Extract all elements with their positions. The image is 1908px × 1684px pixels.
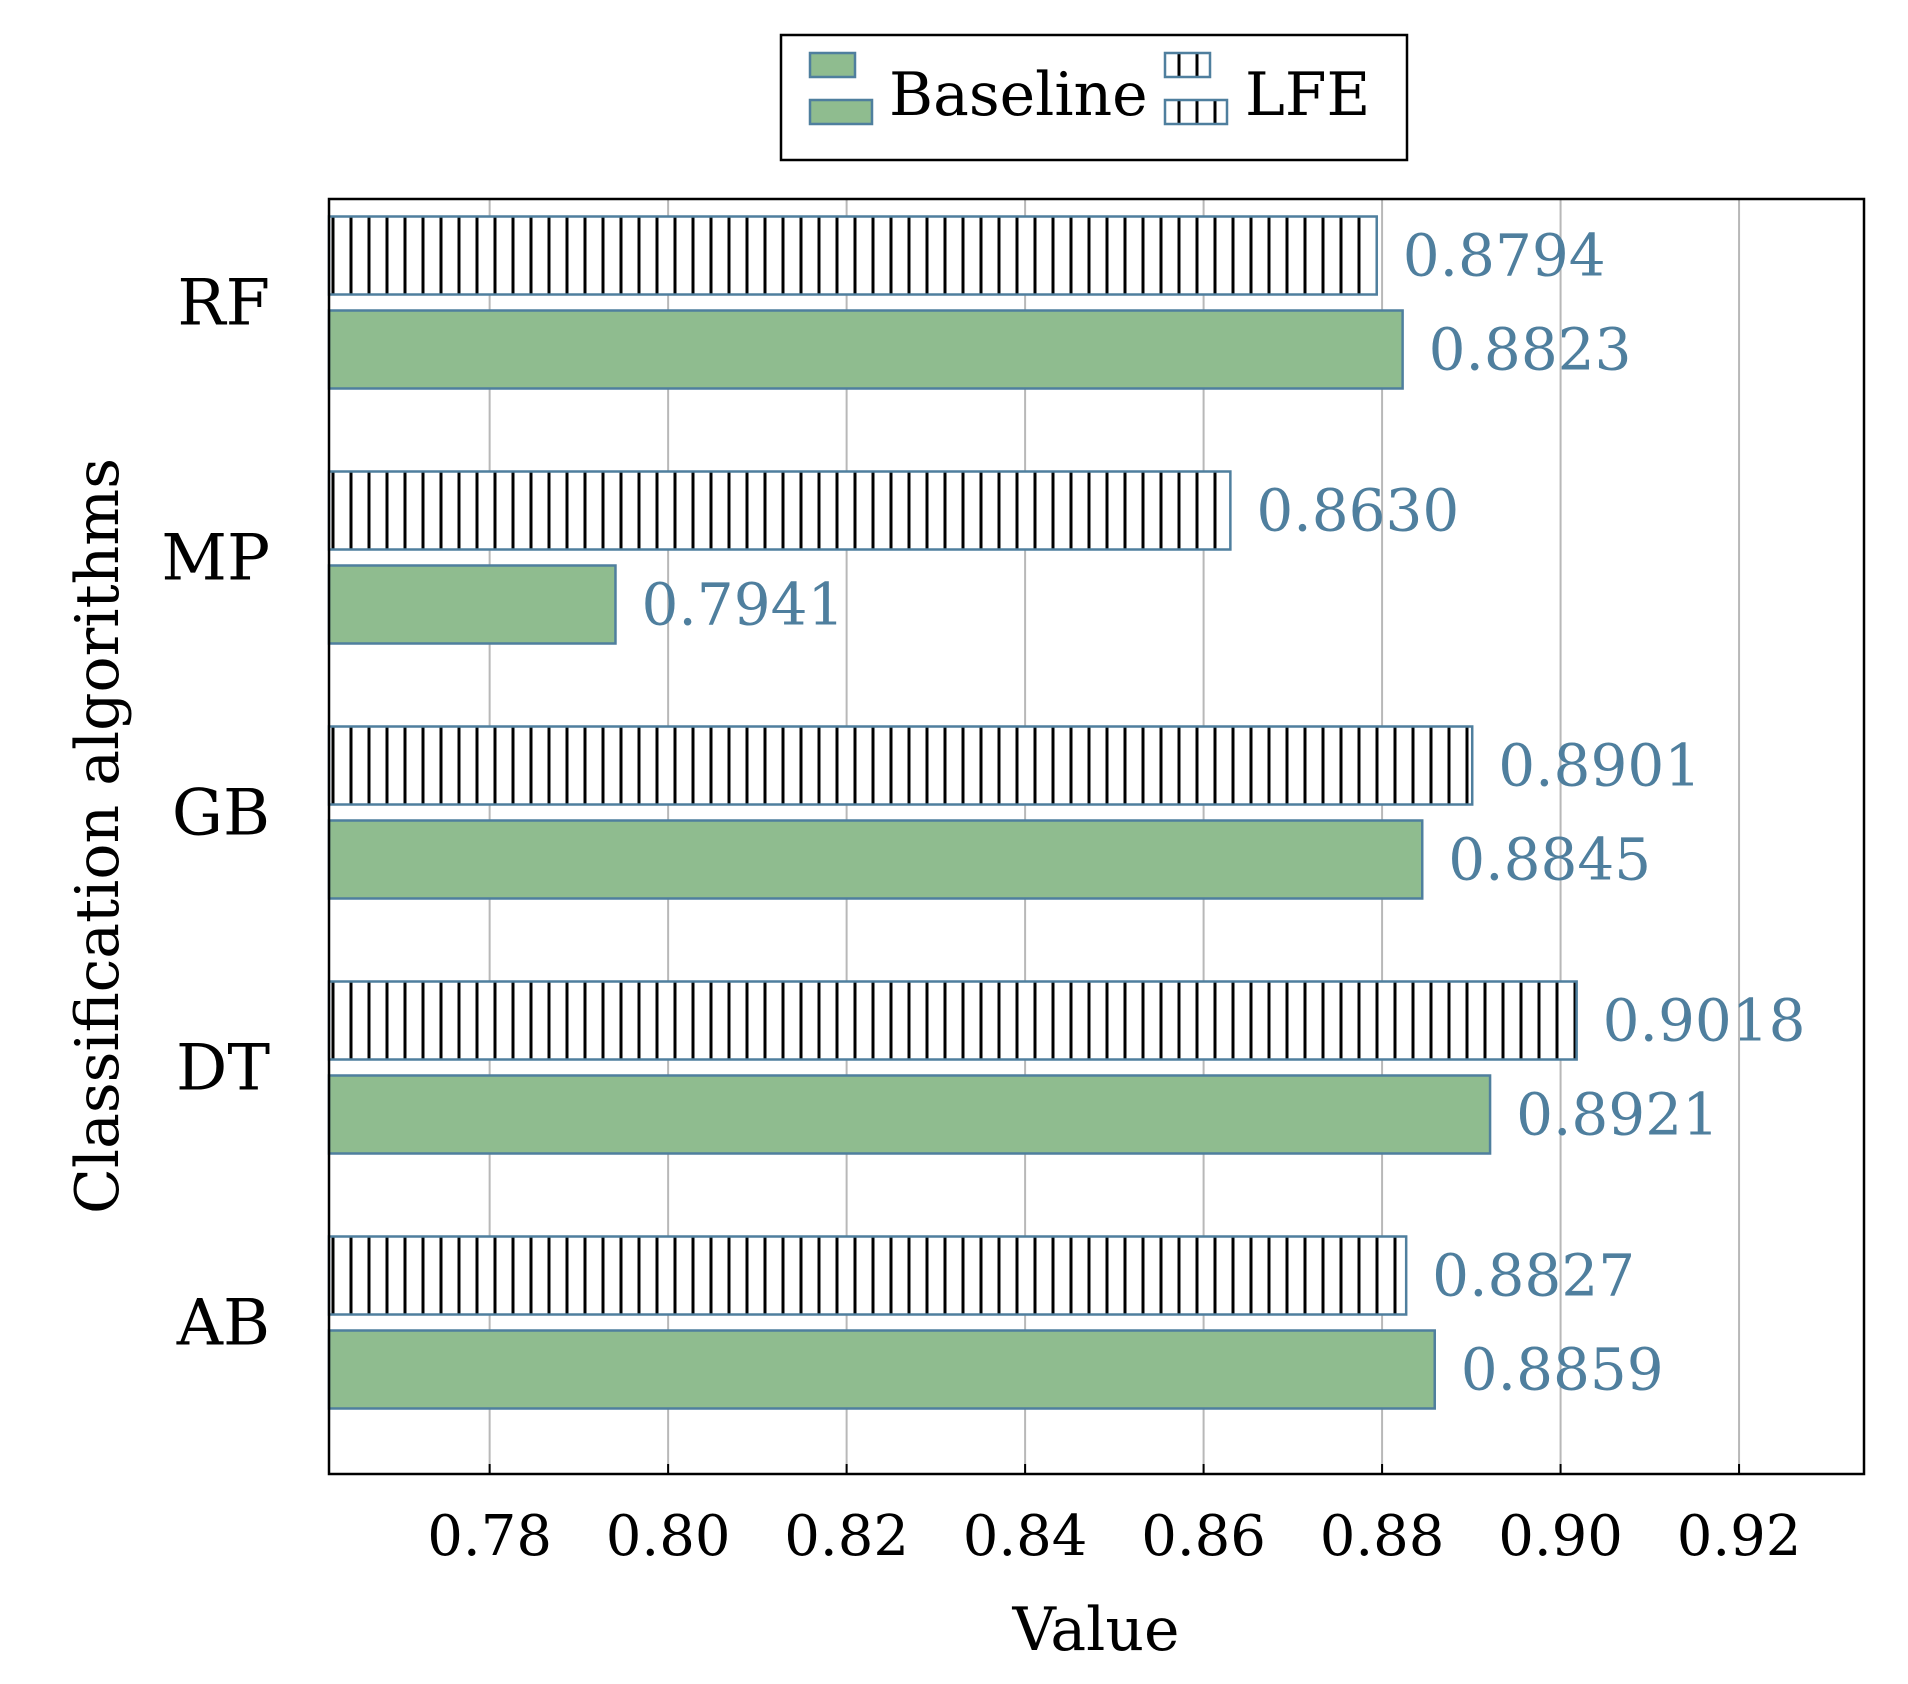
y-axis-title: Classification algorithms: [63, 458, 133, 1214]
y-axis-categories: RF MP GB DT AB: [161, 267, 270, 1361]
data-label-baseline-mp: 0.7941: [641, 571, 844, 639]
bar-baseline-rf: [327, 309, 1404, 390]
data-label-lfe-dt: 0.9018: [1603, 987, 1806, 1055]
bar-lfe-gb: [327, 725, 1474, 806]
data-label-baseline-gb: 0.8845: [1448, 826, 1651, 894]
legend-lfe-swatch-icon: [1163, 51, 1229, 126]
bar-lfe-dt: [327, 980, 1578, 1061]
legend-label-baseline: Baseline: [889, 60, 1148, 130]
x-axis-ticks: 0.78 0.80 0.82 0.84 0.86 0.88 0.90 0.92: [427, 1464, 1801, 1569]
data-label-lfe-ab: 0.8827: [1432, 1242, 1635, 1310]
data-label-lfe-gb: 0.8901: [1498, 732, 1701, 800]
x-tick-label: 0.88: [1320, 1504, 1445, 1569]
bar-baseline-dt: [327, 1074, 1492, 1155]
legend-label-lfe: LFE: [1245, 60, 1370, 130]
plot-frame: [327, 197, 1866, 1476]
x-tick-label: 0.90: [1498, 1504, 1623, 1569]
x-tick-label: 0.92: [1677, 1504, 1802, 1569]
data-label-baseline-dt: 0.8921: [1516, 1081, 1719, 1149]
x-tick-label: 0.84: [963, 1504, 1088, 1569]
legend-baseline-swatch-icon: [808, 51, 874, 126]
data-label-lfe-rf: 0.8794: [1403, 222, 1606, 290]
legend-box: [779, 33, 1409, 162]
x-tick-label: 0.86: [1141, 1504, 1266, 1569]
legend: Baseline LFE: [779, 33, 1409, 162]
bar-lfe-mp: [327, 470, 1232, 551]
x-tick-label: 0.78: [427, 1504, 552, 1569]
y-category-label: RF: [177, 267, 270, 341]
x-tick-label: 0.82: [784, 1504, 909, 1569]
y-category-label: AB: [176, 1287, 270, 1361]
data-label-baseline-ab: 0.8859: [1461, 1336, 1664, 1404]
bars: [327, 215, 1578, 1410]
bar-lfe-ab: [327, 1235, 1408, 1316]
value-labels: 0.8794 0.8823 0.8630 0.7941 0.8901 0.8845 0.90…: [641, 222, 1805, 1404]
bar-baseline-ab: [327, 1329, 1436, 1410]
bar-baseline-mp: [327, 564, 617, 645]
x-tick-label: 0.80: [606, 1504, 731, 1569]
bar-lfe-rf: [327, 215, 1378, 296]
x-axis-title: Value: [1012, 1595, 1180, 1665]
y-category-label: MP: [161, 522, 270, 596]
y-category-label: DT: [176, 1032, 270, 1106]
y-category-label: GB: [172, 777, 270, 851]
data-label-baseline-rf: 0.8823: [1429, 316, 1632, 384]
bar-baseline-gb: [327, 819, 1424, 900]
data-label-lfe-mp: 0.8630: [1256, 477, 1459, 545]
